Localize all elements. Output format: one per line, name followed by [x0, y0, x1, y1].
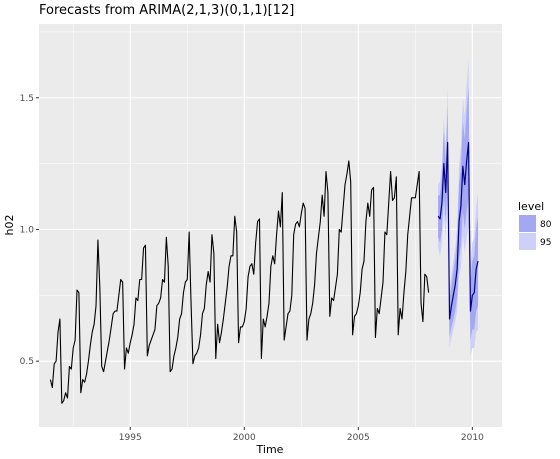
- x-tick-label-1: 2000: [233, 433, 256, 443]
- y-axis-title: h02: [3, 215, 16, 236]
- y-tick-label-1: 1.0: [20, 225, 35, 235]
- chart-title: Forecasts from ARIMA(2,1,3)(0,1,1)[12]: [39, 3, 294, 18]
- legend-title: level: [518, 200, 544, 213]
- y-tick-label-2: 1.5: [20, 94, 34, 104]
- y-tick-label-0: 0.5: [20, 357, 34, 367]
- x-tick-label-0: 1995: [119, 433, 142, 443]
- x-axis-title: Time: [256, 443, 284, 456]
- x-axis-ticks: 1995 2000 2005 2010: [119, 427, 484, 443]
- plot-panel: [39, 24, 502, 427]
- legend-label-80: 80: [540, 220, 552, 230]
- x-tick-label-2: 2005: [347, 433, 370, 443]
- legend-label-95: 95: [540, 238, 551, 248]
- legend: level 80 95: [518, 200, 552, 250]
- y-axis-ticks: 0.5 1.0 1.5: [20, 94, 39, 367]
- x-tick-label-3: 2010: [461, 433, 484, 443]
- legend-key-80: [519, 215, 536, 232]
- legend-key-95: [519, 233, 536, 250]
